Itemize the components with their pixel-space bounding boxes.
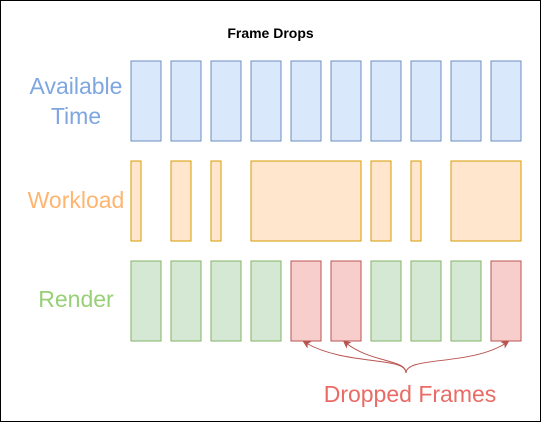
available-time-label-line2: Time <box>50 103 102 129</box>
render-frame-4 <box>250 260 282 342</box>
render-frame-dropped-5 <box>290 260 322 342</box>
available-frame-2 <box>170 60 202 142</box>
workload-block-3 <box>210 160 222 242</box>
workload-block-5 <box>370 160 392 242</box>
workload-block-2 <box>170 160 192 242</box>
render-row <box>130 260 522 342</box>
available-frame-5 <box>290 60 322 142</box>
workload-block-7 <box>450 160 522 242</box>
render-frame-dropped-6 <box>330 260 362 342</box>
render-frame-1 <box>130 260 162 342</box>
workload-block-1 <box>130 160 142 242</box>
dropped-frame-arrows <box>302 340 510 374</box>
available-frame-10 <box>490 60 522 142</box>
available-time-label-line1: Available <box>29 73 123 99</box>
available-frame-3 <box>210 60 242 142</box>
available-time-label: Available Time <box>21 71 131 131</box>
workload-block-4 <box>250 160 362 242</box>
workload-label: Workload <box>27 187 125 213</box>
dropped-frame-arrow-2 <box>342 340 407 374</box>
workload-row <box>130 160 522 242</box>
dropped-frame-arrow-3 <box>405 340 510 374</box>
available-time-row <box>130 60 522 142</box>
available-frame-4 <box>250 60 282 142</box>
render-frame-3 <box>210 260 242 342</box>
dropped-frames-label: Dropped Frames <box>323 381 497 407</box>
render-frame-2 <box>170 260 202 342</box>
render-frame-9 <box>450 260 482 342</box>
available-frame-8 <box>410 60 442 142</box>
available-frame-1 <box>130 60 162 142</box>
render-frame-8 <box>410 260 442 342</box>
render-frame-7 <box>370 260 402 342</box>
available-frame-7 <box>370 60 402 142</box>
workload-block-6 <box>410 160 422 242</box>
render-label: Render <box>38 286 114 312</box>
available-frame-9 <box>450 60 482 142</box>
render-frame-dropped-10 <box>490 260 522 342</box>
available-frame-6 <box>330 60 362 142</box>
dropped-frame-arrow-1 <box>302 341 407 374</box>
diagram-title: Frame Drops <box>227 25 314 41</box>
